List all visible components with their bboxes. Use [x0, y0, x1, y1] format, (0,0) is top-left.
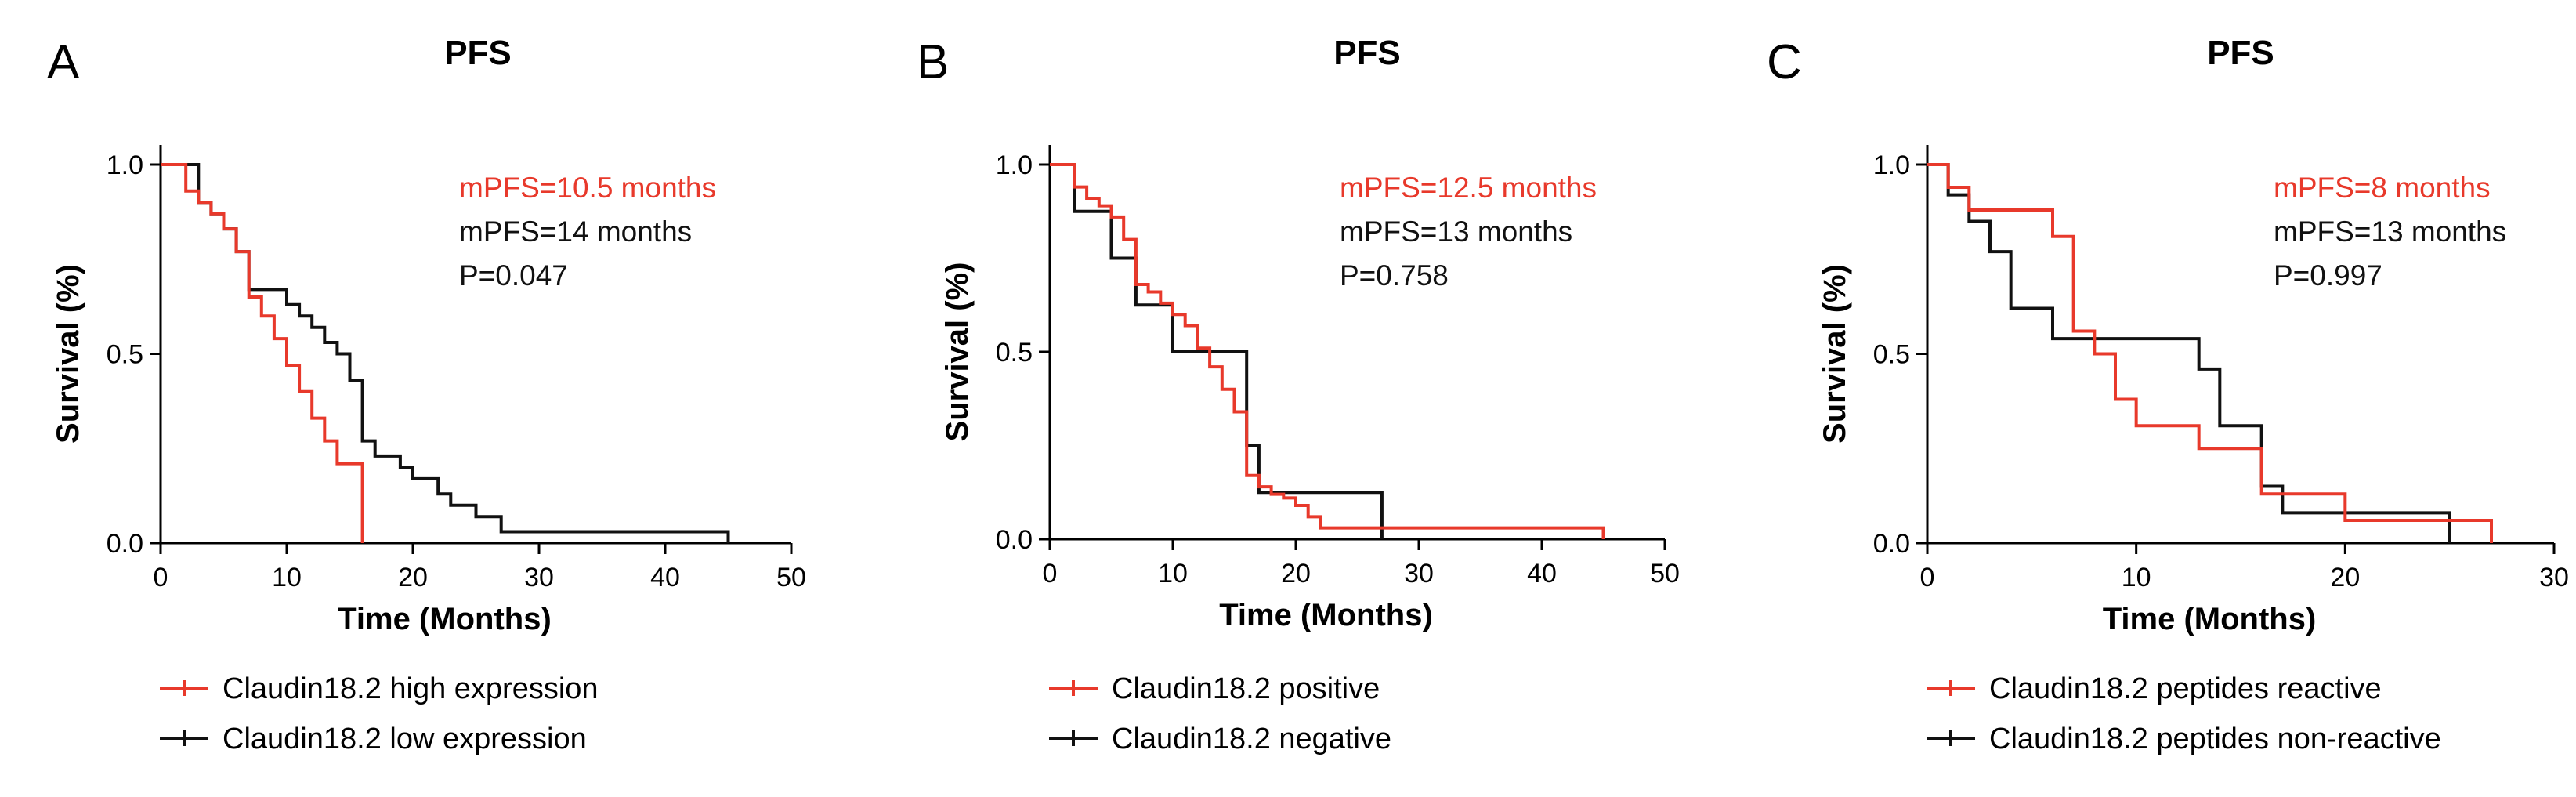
panel-title: PFS — [1333, 34, 1401, 72]
km-curve-red — [161, 163, 364, 543]
x-tick-label: 10 — [1158, 559, 1188, 589]
legend-label: Claudin18.2 peptides reactive — [1989, 672, 2382, 705]
legend-label: Claudin18.2 positive — [1112, 672, 1380, 705]
annotation-2: mPFS=14 months — [459, 216, 692, 248]
x-tick-label: 50 — [776, 563, 806, 592]
annotation-3: P=0.047 — [459, 259, 568, 292]
x-tick-label: 10 — [272, 563, 302, 592]
x-tick-label: 50 — [1650, 559, 1680, 589]
annotation-1: mPFS=8 months — [2274, 172, 2491, 204]
y-tick-label: 1.0 — [1873, 150, 1910, 180]
x-tick-label: 40 — [650, 563, 680, 592]
y-tick-label: 0.0 — [996, 525, 1033, 555]
x-tick-label: 0 — [1043, 559, 1058, 589]
y-tick-label: 0.0 — [1873, 529, 1910, 559]
annotation-1: mPFS=10.5 months — [459, 172, 716, 204]
annotation-3: P=0.997 — [2274, 259, 2382, 292]
y-axis-label: Survival (%) — [51, 264, 85, 444]
y-axis-label: Survival (%) — [1818, 264, 1852, 444]
x-tick-label: 20 — [2330, 563, 2360, 592]
x-tick-label: 20 — [398, 563, 428, 592]
y-tick-label: 0.5 — [1873, 340, 1910, 370]
x-tick-label: 0 — [1920, 563, 1935, 592]
panel-letter: B — [917, 35, 949, 89]
x-tick-label: 10 — [2122, 563, 2151, 592]
panel-letter: C — [1767, 35, 1802, 89]
annotation-2: mPFS=13 months — [1340, 216, 1572, 248]
x-tick-label: 30 — [2539, 563, 2569, 592]
km-curve-red — [1050, 163, 1605, 539]
km-curve-red — [1927, 163, 2493, 543]
x-tick-label: 0 — [154, 563, 168, 592]
annotation-3: P=0.758 — [1340, 259, 1449, 292]
x-axis-label: Time (Months) — [1219, 598, 1433, 632]
legend-label: Claudin18.2 low expression — [223, 723, 587, 755]
y-axis-label: Survival (%) — [940, 263, 975, 442]
chart-panel-b: B PFS 0 10 20 30 40 50 0.0 0.5 1.0 Time (Months) Sur… — [917, 34, 1680, 755]
x-tick-label: 20 — [1281, 559, 1311, 589]
y-tick-label: 0.0 — [107, 529, 143, 559]
panel-title: PFS — [2207, 34, 2274, 72]
x-tick-label: 30 — [524, 563, 554, 592]
km-curve-black — [1050, 163, 1384, 539]
y-tick-label: 0.5 — [996, 338, 1033, 368]
x-tick-label: 30 — [1404, 559, 1434, 589]
panel-title: PFS — [444, 34, 512, 72]
panel-letter: A — [47, 35, 80, 89]
legend-label: Claudin18.2 peptides non-reactive — [1989, 723, 2441, 755]
chart-panel-c: C PFS 0 10 20 30 0.0 0.5 1.0 Time (Months) Surviva… — [1767, 34, 2569, 755]
x-axis-label: Time (Months) — [2103, 602, 2317, 636]
legend-label: Claudin18.2 high expression — [223, 672, 599, 705]
y-tick-label: 1.0 — [107, 150, 143, 180]
y-tick-label: 0.5 — [107, 340, 143, 370]
legend-label: Claudin18.2 negative — [1112, 723, 1391, 755]
chart-panel-a: A PFS 0 10 20 30 40 50 0.0 0.5 1.0 Time (Months) Sur… — [47, 34, 806, 755]
annotation-2: mPFS=13 months — [2274, 216, 2506, 248]
x-tick-label: 40 — [1527, 559, 1557, 589]
x-axis-label: Time (Months) — [338, 602, 552, 636]
annotation-1: mPFS=12.5 months — [1340, 172, 1597, 204]
y-tick-label: 1.0 — [996, 150, 1033, 180]
